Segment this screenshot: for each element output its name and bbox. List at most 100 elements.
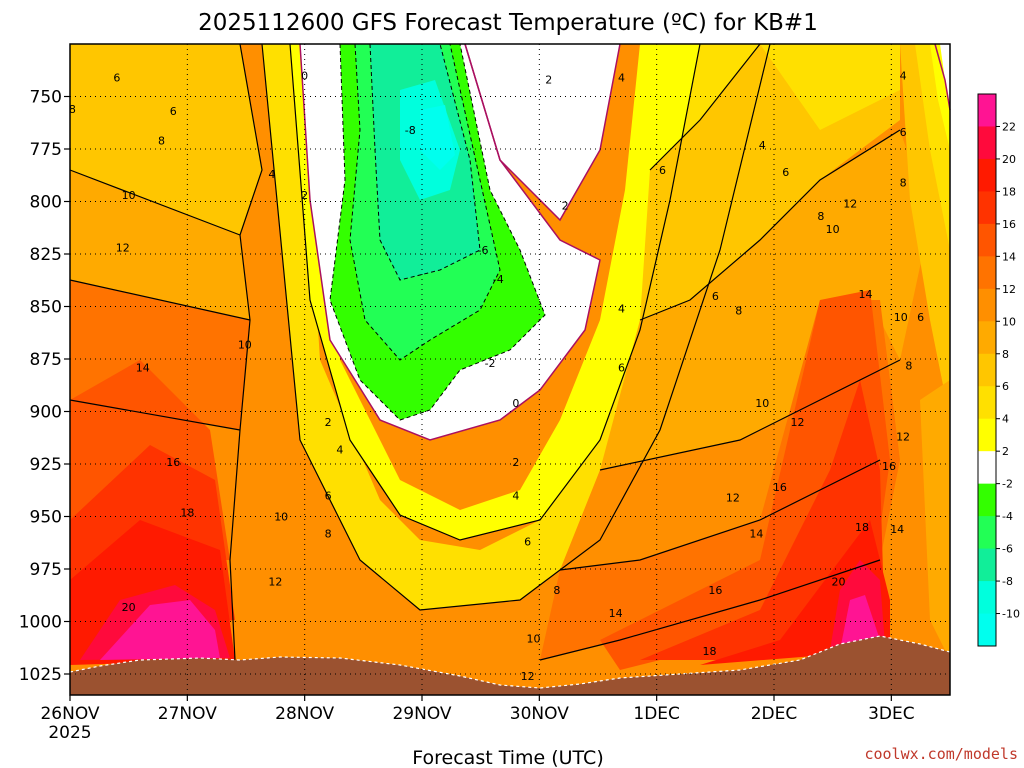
contour-label: 10 — [826, 223, 840, 236]
x-axis-title: Forecast Time (UTC) — [412, 747, 603, 768]
contour-label: 12 — [521, 670, 535, 683]
colorbar-swatch — [978, 613, 996, 647]
contour-label: 18 — [702, 645, 716, 658]
contour-label: 16 — [708, 584, 722, 597]
field-band-west-22 — [100, 600, 220, 660]
colorbar-tick-label: -6 — [1002, 543, 1013, 556]
colorbar: 22 20 18 16 14 12 10 8 6 4 2 -2 -4 -6 -8 -10 — [977, 93, 1020, 647]
colorbar-tick-label: 8 — [1002, 348, 1009, 361]
contour-label: -6 — [478, 244, 489, 257]
grid — [70, 44, 950, 695]
contour-label: 12 — [896, 431, 910, 444]
contour-label: 10 — [755, 397, 769, 410]
contour-label: 4 — [900, 70, 907, 83]
x-axis: 26NOV 27NOV 28NOV 29NOV 30NOV 1DEC 2DEC 3DEC — [40, 695, 915, 724]
x-tick-label: 27NOV — [158, 704, 217, 724]
contour-label: 2 — [512, 456, 519, 469]
contour-label: 18 — [180, 506, 194, 519]
contour-label: 4 — [618, 72, 625, 85]
contour-label: 2 — [301, 189, 308, 202]
y-tick-label: 825 — [30, 245, 62, 265]
y-tick-label: 950 — [30, 508, 62, 528]
x-year-label: 2025 — [48, 723, 91, 743]
colorbar-swatch — [978, 451, 996, 485]
colorbar-tick-label: 20 — [1002, 153, 1016, 166]
field-band-east-4 — [760, 44, 900, 130]
colorbar-swatch — [978, 256, 996, 290]
contour-label: 6 — [782, 166, 789, 179]
field-band-west-6 — [70, 44, 262, 235]
colorbar-swatch — [978, 288, 996, 322]
contour-label: 14 — [749, 527, 763, 540]
x-tick-label: 28NOV — [275, 704, 334, 724]
y-tick-label: 1025 — [19, 665, 62, 685]
colorbar-tick-label: 4 — [1002, 413, 1009, 426]
zero-contour — [299, 43, 951, 441]
x-tick-label: 1DEC — [633, 704, 680, 724]
field-band-east-10 — [560, 300, 900, 570]
contour-label: 8 — [158, 135, 165, 148]
y-axis: 750 775 800 825 850 875 900 925 950 975 1000 1025 — [19, 88, 70, 685]
terrain — [70, 636, 950, 695]
contour-label: -4 — [493, 273, 504, 286]
contour-label: -8 — [405, 124, 416, 137]
colorbar-tick-label: -8 — [1002, 575, 1013, 588]
colorbar-tick-label: 10 — [1002, 315, 1016, 328]
contour-label: 8 — [905, 359, 912, 372]
colorbar-swatch — [978, 548, 996, 582]
contour-label: 12 — [116, 242, 130, 255]
y-tick-label: 800 — [30, 193, 62, 213]
contour-label: 18 — [855, 521, 869, 534]
contour-label: 10 — [274, 511, 288, 524]
colorbar-swatch — [978, 516, 996, 550]
colorbar-swatch — [978, 223, 996, 257]
contour-label: 6 — [524, 536, 531, 549]
contour-label: 8 — [69, 103, 76, 116]
colorbar-swatch — [978, 581, 996, 615]
plot-frame — [69, 43, 951, 696]
colorbar-tick-label: 22 — [1002, 120, 1016, 133]
colorbar-tick-label: 12 — [1002, 283, 1016, 296]
colorbar-swatch — [978, 126, 996, 160]
contour-label: 4 — [512, 490, 519, 503]
contour-label: 12 — [268, 576, 282, 589]
contour-label: 20 — [832, 576, 846, 589]
contour-label: 16 — [166, 456, 180, 469]
contour-label: 6 — [900, 126, 907, 139]
colorbar-tick-label: 16 — [1002, 218, 1016, 231]
colorbar-swatch — [978, 158, 996, 192]
contour-label: -2 — [485, 357, 496, 370]
contour-label: 2 — [325, 416, 332, 429]
contour-label: 8 — [553, 584, 560, 597]
contour-label: 6 — [618, 361, 625, 374]
contour-label: 8 — [817, 210, 824, 223]
contour-label: 4 — [618, 303, 625, 316]
contour-label: 20 — [122, 601, 136, 614]
y-tick-label: 1000 — [19, 613, 62, 633]
contour-label: 10 — [122, 189, 136, 202]
colorbar-swatch — [978, 94, 996, 127]
contour-label: 6 — [325, 490, 332, 503]
y-tick-label: 900 — [30, 403, 62, 423]
contour-label: 6 — [113, 72, 120, 85]
y-tick-label: 975 — [30, 560, 62, 580]
colorbar-tick-label: -2 — [1002, 478, 1013, 491]
contour-label: 12 — [726, 492, 740, 505]
x-tick-label: 3DEC — [868, 704, 915, 724]
field-band-west-8 — [70, 170, 250, 320]
contour-label: 6 — [170, 105, 177, 118]
colorbar-swatch — [978, 483, 996, 517]
contour-label: 10 — [238, 338, 252, 351]
credit-text: coolwx.com/models — [864, 745, 1018, 763]
contour-label: 14 — [609, 607, 623, 620]
colorbar-swatch — [978, 418, 996, 452]
contour-label: 4 — [268, 168, 275, 181]
contour-label: 16 — [882, 460, 896, 473]
colorbar-swatch — [978, 386, 996, 420]
chart-title: 2025112600 GFS Forecast Temperature (ºC)… — [198, 10, 818, 36]
contour-label: 14 — [859, 288, 873, 301]
colorbar-tick-label: 2 — [1002, 445, 1009, 458]
colorbar-tick-label: 14 — [1002, 250, 1016, 263]
